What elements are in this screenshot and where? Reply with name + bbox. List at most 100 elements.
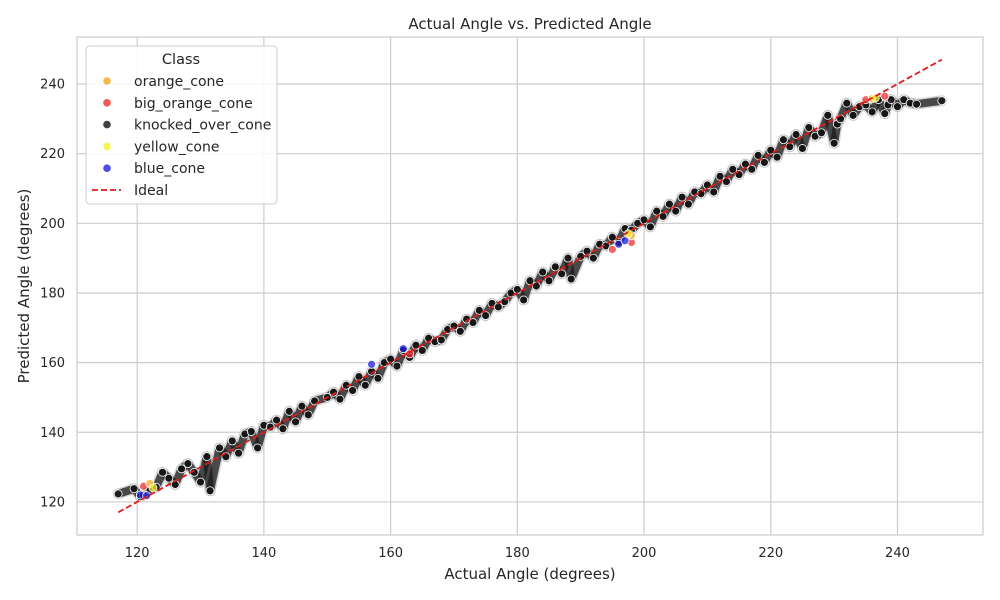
x-axis-label: Actual Angle (degrees) xyxy=(444,565,615,583)
knocked-over-cone-point xyxy=(234,448,243,458)
knocked-over-cone-point xyxy=(202,452,212,462)
legend-marker-big-orange-cone xyxy=(103,99,111,107)
legend: Class orange_cone big_orange_cone knocked_… xyxy=(85,45,278,205)
knocked-over-cone-point xyxy=(360,380,370,390)
chart-title: Actual Angle vs. Predicted Angle xyxy=(408,15,651,33)
x-tick-labels: 120 140 160 180 200 220 240 xyxy=(125,546,910,561)
knocked-over-cone-point xyxy=(747,164,757,174)
knocked-over-cone-point xyxy=(791,130,801,139)
knocked-over-cone-point xyxy=(177,464,186,474)
knocked-over-cone-point xyxy=(715,171,725,181)
knocked-over-cone-point xyxy=(937,96,947,106)
knocked-over-cone-point xyxy=(804,123,814,132)
knocked-over-cone-point xyxy=(373,373,383,383)
legend-entries: orange_cone big_orange_cone knocked_over_c… xyxy=(92,74,271,199)
knocked-over-cone-point xyxy=(677,192,687,202)
x-tick-label: 220 xyxy=(758,546,783,561)
knocked-over-cone-point xyxy=(183,459,193,469)
legend-label: orange_cone xyxy=(134,74,224,90)
knocked-over-cone-point xyxy=(566,274,576,284)
knocked-over-cone-point xyxy=(129,484,139,494)
knocked-over-cone-point xyxy=(284,406,294,416)
grid xyxy=(77,37,983,535)
knocked-over-cone-point xyxy=(196,477,205,487)
density-core xyxy=(206,443,224,495)
knocked-over-cone-point xyxy=(215,443,224,453)
knocked-over-cone-point xyxy=(291,417,300,427)
legend-label: knocked_over_cone xyxy=(134,118,271,134)
knocked-over-cone-point xyxy=(848,110,858,120)
knocked-over-cone-point xyxy=(893,102,902,112)
big-orange-cone-point xyxy=(880,91,890,101)
knocked-over-cone-point xyxy=(335,394,345,404)
big-orange-cone-point xyxy=(607,245,617,254)
knocked-over-cone-point xyxy=(842,98,852,108)
knocked-over-cone-point xyxy=(303,410,313,420)
x-tick-label: 160 xyxy=(378,546,403,561)
x-tick-label: 120 xyxy=(125,546,150,561)
y-tick-label: 140 xyxy=(40,426,65,441)
y-tick-label: 200 xyxy=(40,217,65,232)
ideal-line-layer xyxy=(117,58,943,514)
knocked-over-cone-point xyxy=(709,187,719,197)
knocked-over-cone-point xyxy=(278,424,288,434)
knocked-over-cone-point xyxy=(417,346,427,355)
knocked-over-cone-point xyxy=(563,253,573,263)
knocked-over-cone-point xyxy=(772,152,782,162)
knocked-over-cone-point xyxy=(702,180,712,190)
knocked-over-cone-point xyxy=(481,311,491,321)
legend-marker-knocked-over-cone xyxy=(103,120,111,129)
knocked-over-cone-point xyxy=(867,107,877,117)
legend-label: blue_cone xyxy=(134,161,205,177)
knocked-over-cone-point xyxy=(652,206,662,216)
x-tick-label: 140 xyxy=(251,546,276,561)
knocked-over-cone-point xyxy=(550,262,560,272)
knocked-over-cone-point xyxy=(664,199,674,209)
knocked-over-cone-point xyxy=(880,109,890,119)
knocked-over-cone-point xyxy=(823,110,833,120)
knocked-over-cone-point xyxy=(436,335,446,345)
blue-cone-point xyxy=(620,236,630,246)
knocked-over-cone-point xyxy=(588,253,598,263)
knocked-over-cone-point xyxy=(538,267,548,277)
knocked-over-cone-point xyxy=(683,199,693,209)
knocked-over-cone-point xyxy=(519,295,529,305)
knocked-over-cone-point xyxy=(272,415,281,425)
knocked-over-cone-point xyxy=(253,443,262,453)
knocked-over-cone-point xyxy=(798,144,807,153)
knocked-over-cone-point xyxy=(531,281,541,291)
knocked-over-cone-point xyxy=(329,387,338,397)
legend-marker-orange-cone xyxy=(103,77,111,85)
blue-cone-point xyxy=(398,344,408,354)
x-tick-label: 240 xyxy=(885,546,910,561)
x-tick-label: 200 xyxy=(632,546,657,561)
knocked-over-cone-point xyxy=(645,222,655,232)
blue-cone-point xyxy=(367,359,377,369)
y-tick-label: 160 xyxy=(40,356,65,371)
y-tick-labels: 120 140 160 180 200 220 240 xyxy=(40,78,65,511)
legend-label: yellow_cone xyxy=(134,139,219,155)
knocked-over-cone-point xyxy=(348,386,358,395)
knocked-over-cone-point xyxy=(753,151,763,160)
knocked-over-cone-point xyxy=(557,269,567,279)
legend-title: Class xyxy=(162,52,200,68)
y-axis-label: Predicted Angle (degrees) xyxy=(15,189,33,384)
legend-label: big_orange_cone xyxy=(134,96,253,112)
knocked-over-cone-point xyxy=(246,427,256,436)
knocked-over-cone-point xyxy=(227,436,237,446)
y-tick-label: 120 xyxy=(40,495,65,510)
knocked-over-cone-point xyxy=(639,215,649,225)
knocked-over-cone-point xyxy=(671,206,681,216)
knocked-over-cone-point xyxy=(392,361,402,371)
yellow-cone-point xyxy=(148,483,158,493)
y-tick-label: 180 xyxy=(40,286,65,301)
knocked-over-cone-point xyxy=(297,401,307,411)
legend-marker-yellow-cone xyxy=(103,142,111,151)
knocked-over-cone-point xyxy=(544,276,554,286)
y-tick-label: 240 xyxy=(40,78,65,93)
knocked-over-cone-point xyxy=(158,467,167,477)
knocked-over-cone-point xyxy=(525,276,535,286)
legend-marker-blue-cone xyxy=(103,164,111,172)
knocked-over-cone-point xyxy=(205,486,215,496)
